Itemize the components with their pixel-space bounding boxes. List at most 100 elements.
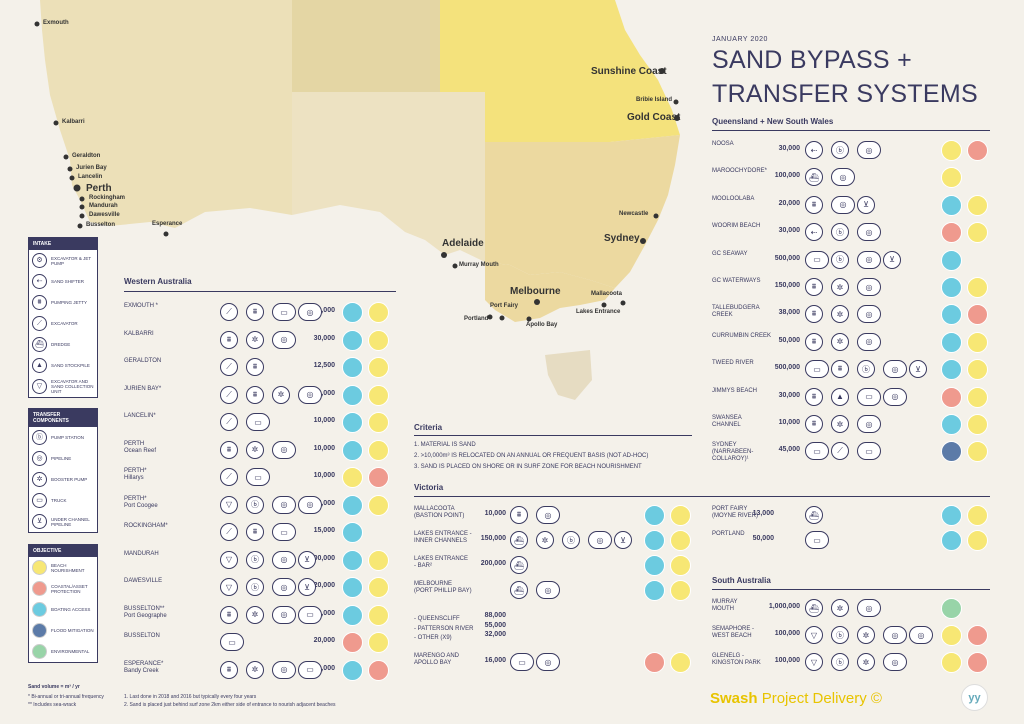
site-name-sub: (BASTION POINT) bbox=[414, 513, 465, 519]
objective-env bbox=[32, 644, 47, 659]
site-name-sub: WEST BEACH bbox=[712, 633, 752, 639]
wa-row: EXMOUTH * 20,000 ⟋ ⩩ ▭ ◎ bbox=[124, 302, 396, 325]
site-name-main: JIMMYS BEACH bbox=[712, 387, 758, 394]
site-name: GC WATERWAYS bbox=[712, 278, 774, 285]
site-name-sub: (NARRABEEN-COLLAROY)¹ bbox=[712, 449, 754, 463]
section-title-qld: Queensland + New South Wales bbox=[712, 117, 834, 126]
city-label: Newcastle bbox=[619, 211, 649, 217]
legend-label: BOOSTER PUMP bbox=[51, 477, 88, 482]
objective-env bbox=[941, 598, 962, 619]
site-name-main: TALLEBUDGERA bbox=[712, 305, 760, 312]
wa-row: ESPERANCE* Bandy Creek 60,000 ⩩ ✲ ◎ ▭ bbox=[124, 659, 396, 683]
objective-beach bbox=[368, 549, 389, 571]
site-name-sub: - BAR² bbox=[414, 563, 432, 569]
excavator-icon: ⟋ bbox=[220, 468, 238, 486]
objective-coastal bbox=[32, 581, 47, 596]
truck-icon: ▭ bbox=[857, 442, 881, 461]
site-name-sub: CREEK bbox=[712, 312, 733, 319]
truck-icon: ▭ bbox=[298, 605, 322, 624]
site-name-main: SYDNEY bbox=[712, 442, 737, 449]
site-name-main: CURRUMBIN CREEK bbox=[712, 332, 772, 339]
pumping-jetty-icon: ⩩ bbox=[805, 332, 823, 351]
sand-volume: 100,000 bbox=[774, 172, 800, 180]
city-label: Apollo Bay bbox=[526, 322, 558, 328]
objective-beach bbox=[368, 604, 389, 626]
sand-volume: 10,000 bbox=[313, 444, 335, 452]
city-label: Murray Mouth bbox=[459, 262, 499, 268]
qld-row: GC WATERWAYS 150,000 ⩩ ✲ ◎ bbox=[712, 277, 990, 300]
sand-volume: 13,000 bbox=[752, 510, 774, 517]
pipeline-icon: ◎ bbox=[272, 495, 296, 514]
objective-boating bbox=[342, 577, 363, 598]
site-name-main: GC SEAWAY bbox=[712, 250, 748, 257]
site-name-main: WOORIM BEACH bbox=[712, 223, 761, 230]
excavator-jet-pump-icon: ⚙ bbox=[32, 253, 47, 268]
objective-boating bbox=[342, 494, 363, 516]
site-name: MALLACOOTA (BASTION POINT) bbox=[414, 506, 476, 520]
page-title-line1: SAND BYPASS + bbox=[712, 46, 913, 74]
melbourne-sub-name: - QUEENSCLIFF bbox=[414, 616, 460, 622]
pipeline-icon: ◎ bbox=[857, 141, 881, 159]
legend-label: BOATING ACCESS bbox=[51, 607, 91, 612]
legend-heading: TRANSFER COMPONENTS bbox=[29, 409, 97, 427]
wa-row: MANDURAH 100,000 ▽ ⓑ ◎ ⊻ bbox=[124, 549, 396, 573]
legend-label: SAND STOCKPILE bbox=[51, 363, 90, 368]
legend-intake: INTAKE ⚙ EXCAVATOR & JET PUMP ⇠ SAND SHIFTER… bbox=[28, 237, 98, 398]
excavator-icon: ⟋ bbox=[220, 523, 238, 541]
legend-item: ▲ SAND STOCKPILE bbox=[29, 355, 97, 376]
qld-row: MOOLOOLABA 20,000 ⩩ ◎ ⊻ bbox=[712, 194, 990, 218]
pipeline-icon: ◎ bbox=[857, 305, 881, 324]
objective-beach bbox=[368, 302, 389, 323]
vic-row: LAKES ENTRANCE - INNER CHANNELS 150,000 ⛴ ✲ ⓑ… bbox=[414, 530, 694, 553]
map-qld bbox=[440, 0, 680, 142]
legend-heading: INTAKE bbox=[29, 238, 97, 250]
objective-beach bbox=[967, 505, 988, 526]
objective-coastal bbox=[368, 659, 389, 681]
booster-pump-icon: ✲ bbox=[857, 653, 875, 671]
pumping-jetty-icon: ⩩ bbox=[510, 506, 528, 524]
sa-row: MURRAY MOUTH 1,000,000 ⛴ ✲ ◎ bbox=[712, 598, 990, 621]
wa-row: DAWESVILLE 120,000 ▽ ⓑ ◎ ⊻ bbox=[124, 577, 396, 600]
wa-row: ROCKINGHAM* 15,000 ⟋ ⩩ ▭ bbox=[124, 522, 396, 545]
site-name: PERTH Ocean Reef bbox=[124, 441, 184, 455]
objective-coastal bbox=[967, 625, 988, 646]
site-name-sub: CHANNEL bbox=[712, 422, 741, 428]
site-name-main: NOOSA bbox=[712, 141, 734, 147]
pipeline-icon: ◎ bbox=[883, 387, 907, 406]
pipeline-icon: ◎ bbox=[909, 626, 933, 644]
objective-boating bbox=[342, 439, 363, 461]
objective-boating bbox=[941, 249, 962, 271]
site-name: WOORIM BEACH bbox=[712, 223, 774, 230]
objective-beach bbox=[967, 386, 988, 408]
sand-volume: 30,000 bbox=[778, 145, 800, 152]
sand-volume: 16,000 bbox=[484, 657, 506, 664]
objective-boating bbox=[342, 329, 363, 351]
site-name-main: GC WATERWAYS bbox=[712, 278, 761, 284]
sand-volume: 10,000 bbox=[778, 419, 800, 426]
under-channel-pipeline-icon: ⊻ bbox=[298, 578, 316, 596]
objective-boating bbox=[941, 304, 962, 326]
site-name-main: BUSSELTON** bbox=[124, 605, 165, 612]
sand-volume: 500,000 bbox=[774, 364, 800, 372]
footnote: 1. Last done in 2018 and 2016 but typica… bbox=[124, 694, 257, 700]
site-name: PORT FAIRY (MOYNE RIVER) bbox=[712, 506, 774, 520]
objective-beach bbox=[967, 414, 988, 435]
pipeline-icon: ◎ bbox=[857, 223, 881, 242]
site-name: ESPERANCE* Bandy Creek bbox=[124, 661, 184, 675]
site-name-main: TWEED RIVER bbox=[712, 360, 754, 367]
site-name-main: PERTH* bbox=[124, 468, 147, 474]
legend-item: FLOOD MITIGATION bbox=[29, 620, 97, 641]
vic-row: PORTLAND 50,000 ▭ bbox=[712, 530, 990, 553]
pump-station-icon: ⓑ bbox=[831, 141, 849, 159]
sand-stockpile-icon: ▲ bbox=[32, 358, 47, 373]
site-name: MURRAY MOUTH bbox=[712, 599, 772, 613]
site-name-sub: MOUTH bbox=[712, 606, 734, 612]
sand-volume: 500,000 bbox=[774, 254, 800, 262]
objective-boating bbox=[342, 549, 363, 571]
melbourne-sub-volume: 32,000 bbox=[484, 631, 506, 638]
pumping-jetty-icon: ⩩ bbox=[220, 605, 238, 624]
legend-item: BEACH NOURISHMENT bbox=[29, 557, 97, 578]
melbourne-sub-volume: 55,000 bbox=[484, 621, 506, 629]
pipeline-icon: ◎ bbox=[857, 415, 881, 433]
